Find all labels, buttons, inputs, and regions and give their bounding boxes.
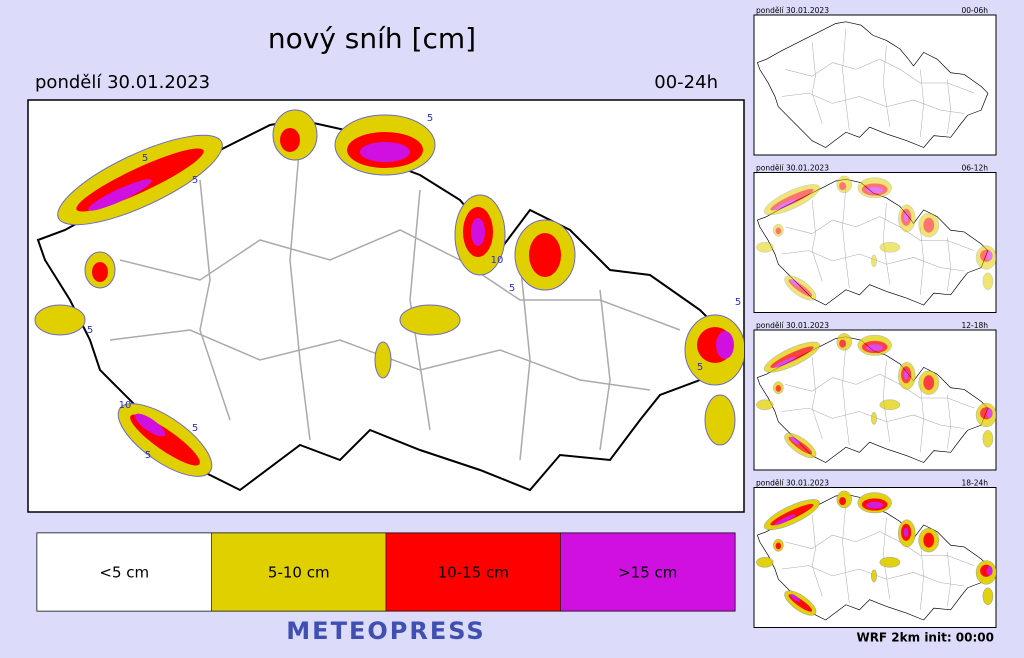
contour-label: 5	[87, 325, 93, 336]
legend-label: <5 cm	[99, 564, 149, 582]
contour-label: 5	[735, 297, 741, 308]
brand: METEOPRESS	[286, 617, 485, 645]
legend-swatch	[211, 532, 387, 612]
contour-label: 5	[192, 175, 198, 186]
legend-swatch	[385, 532, 561, 612]
legend-swatch	[560, 532, 736, 612]
panel-period: 12-18h	[961, 321, 988, 330]
contour-label: 10	[119, 400, 132, 411]
panel-period: 06-12h	[961, 164, 988, 173]
footer: WRF 2km init: 00:00	[856, 631, 994, 645]
contour-label: 5	[142, 153, 148, 164]
panel-date: pondělí 30.01.2023	[756, 479, 829, 488]
legend: <5 cm 5-10 cm 10-15 cm >15 cm	[36, 532, 736, 612]
panels: pondělí 30.01.2023 00-06h pondělí 30.01.20…	[753, 6, 997, 628]
contour-label: 5	[192, 423, 198, 434]
panel-period: 18-24h	[961, 479, 988, 488]
contour-label: 5	[509, 283, 515, 294]
map-period: 00-24h	[654, 72, 718, 93]
legend-swatch	[36, 532, 212, 612]
contour-label: 10	[491, 255, 504, 266]
legend-label: 5-10 cm	[268, 564, 330, 582]
contour-labels: 5 5 5 10 5 5 10 5 5 5 5	[87, 113, 741, 461]
contour-label: 5	[145, 450, 151, 461]
map-date: pondělí 30.01.2023	[35, 72, 210, 93]
panel-period: 00-06h	[961, 6, 988, 15]
panel-date: pondělí 30.01.2023	[756, 321, 829, 330]
legend-label: >15 cm	[618, 564, 677, 582]
contour-label: 5	[427, 113, 433, 124]
panel-date: pondělí 30.01.2023	[756, 6, 829, 15]
map-title: nový sníh [cm]	[268, 22, 476, 55]
legend-label: 10-15 cm	[438, 564, 509, 582]
contour-label: 5	[697, 362, 703, 373]
panel-date: pondělí 30.01.2023	[756, 164, 829, 173]
